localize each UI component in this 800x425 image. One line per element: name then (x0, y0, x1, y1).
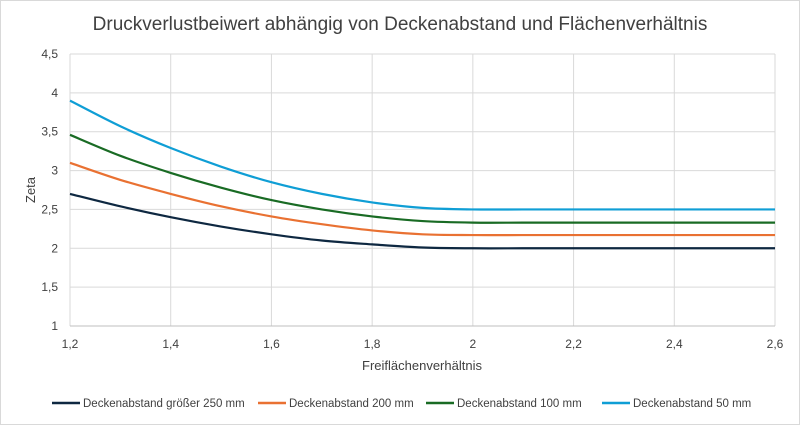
x-tick-label: 2,6 (767, 337, 784, 351)
y-tick-label: 4 (51, 86, 58, 100)
legend-item-label: Deckenabstand größer 250 mm (83, 398, 245, 410)
grid (69, 53, 776, 327)
y-tick-label: 4,5 (41, 47, 58, 61)
legend-item-label: Deckenabstand 100 mm (457, 398, 582, 410)
chart-title: Druckverlustbeiwert abhängig von Deckena… (93, 14, 708, 35)
x-tick-label: 1,8 (364, 337, 381, 351)
x-axis-label: Freiflächenverhältnis (362, 358, 482, 373)
x-tick-label: 1,2 (62, 337, 79, 351)
y-tick-labels: 1 1,5 2 2,5 3 3,5 4 4,5 (41, 47, 58, 333)
x-tick-label: 2 (470, 337, 477, 351)
series-lines (69, 99, 775, 250)
series-line-0 (69, 192, 775, 250)
series-line-1 (69, 161, 775, 237)
y-tick-label: 3 (51, 164, 58, 178)
y-tick-label: 1 (51, 319, 58, 333)
y-tick-label: 2,5 (41, 202, 58, 216)
y-axis-label: Zeta (23, 176, 38, 203)
y-tick-label: 1,5 (41, 280, 58, 294)
legend-item-label: Deckenabstand 50 mm (633, 398, 751, 410)
y-tick-label: 3,5 (41, 125, 58, 139)
series-line-2 (69, 133, 775, 224)
legend: Deckenabstand größer 250 mm Deckenabstand… (52, 398, 751, 410)
x-tick-label: 1,6 (263, 337, 280, 351)
x-tick-label: 2,2 (565, 337, 582, 351)
x-tick-label: 2,4 (666, 337, 683, 351)
legend-item-label: Deckenabstand 200 mm (289, 398, 414, 410)
y-tick-label: 2 (51, 241, 58, 255)
x-tick-label: 1,4 (162, 337, 179, 351)
series-line-3 (69, 99, 775, 211)
x-tick-labels: 1,2 1,4 1,6 1,8 2 2,2 2,4 2,6 (62, 337, 784, 351)
